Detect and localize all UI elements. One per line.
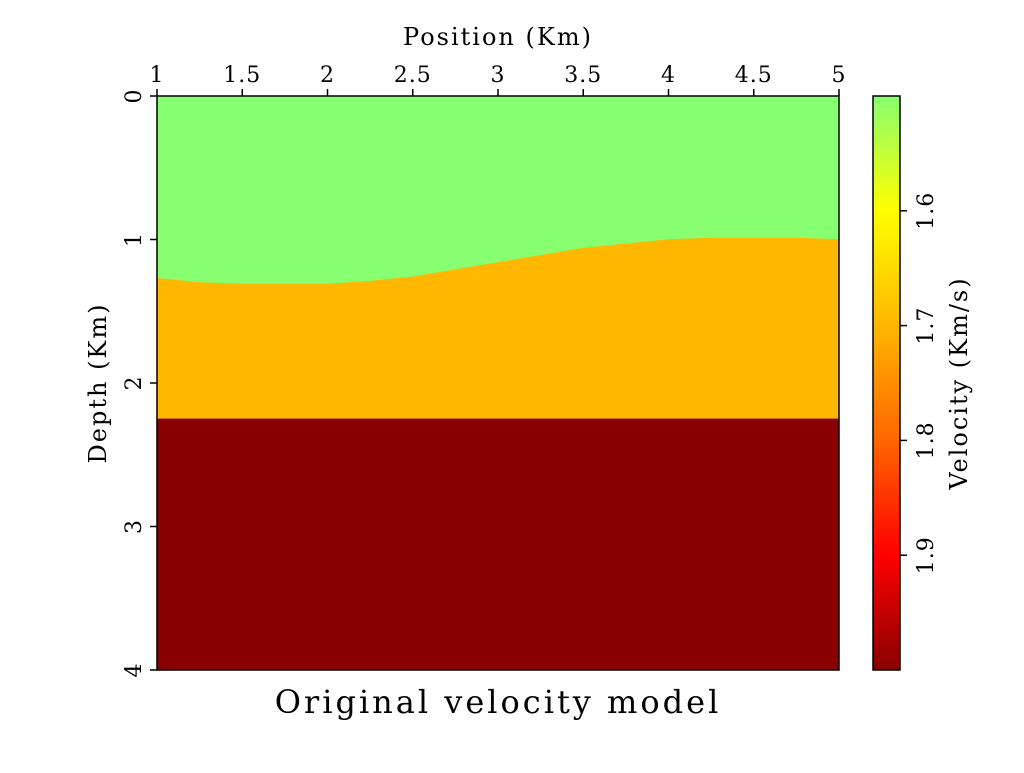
y-axis-ticks: 0 1 2 3 4: [122, 89, 157, 678]
colorbar: [872, 95, 901, 671]
x-axis-ticks: 1 1.5 2 2.5 3 3.5 4 4.5 5: [150, 63, 847, 96]
x-axis-label: Position (Km): [403, 23, 593, 51]
x-tick-label: 2.5: [394, 63, 432, 88]
velocity-layers: [157, 96, 839, 670]
y-tick-label: 1: [122, 232, 147, 247]
chart-title: Original velocity model: [275, 683, 722, 721]
y-tick-label: 4: [122, 663, 147, 678]
colorbar-tick-label: 1.9: [914, 536, 939, 574]
x-tick-label: 1: [150, 63, 165, 88]
colorbar-ticks: 1.6 1.7 1.8 1.9: [900, 192, 939, 574]
velocity-layer-3: [157, 418, 839, 670]
colorbar-tick-label: 1.7: [914, 307, 939, 345]
y-tick-label: 0: [122, 89, 147, 104]
colorbar-tick-label: 1.6: [914, 192, 939, 230]
y-tick-label: 2: [122, 376, 147, 391]
x-tick-label: 4.5: [735, 63, 773, 88]
y-tick-label: 3: [122, 519, 147, 534]
y-axis-label: Depth (Km): [84, 303, 112, 464]
x-tick-label: 4: [661, 63, 676, 88]
x-tick-label: 3.5: [564, 63, 602, 88]
x-tick-label: 1.5: [223, 63, 261, 88]
colorbar-label: Velocity (Km/s): [945, 276, 973, 490]
x-tick-label: 3: [491, 63, 506, 88]
colorbar-tick-label: 1.8: [914, 421, 939, 459]
x-tick-label: 5: [832, 63, 847, 88]
x-tick-label: 2: [320, 63, 335, 88]
velocity-layer-2: [157, 237, 839, 420]
